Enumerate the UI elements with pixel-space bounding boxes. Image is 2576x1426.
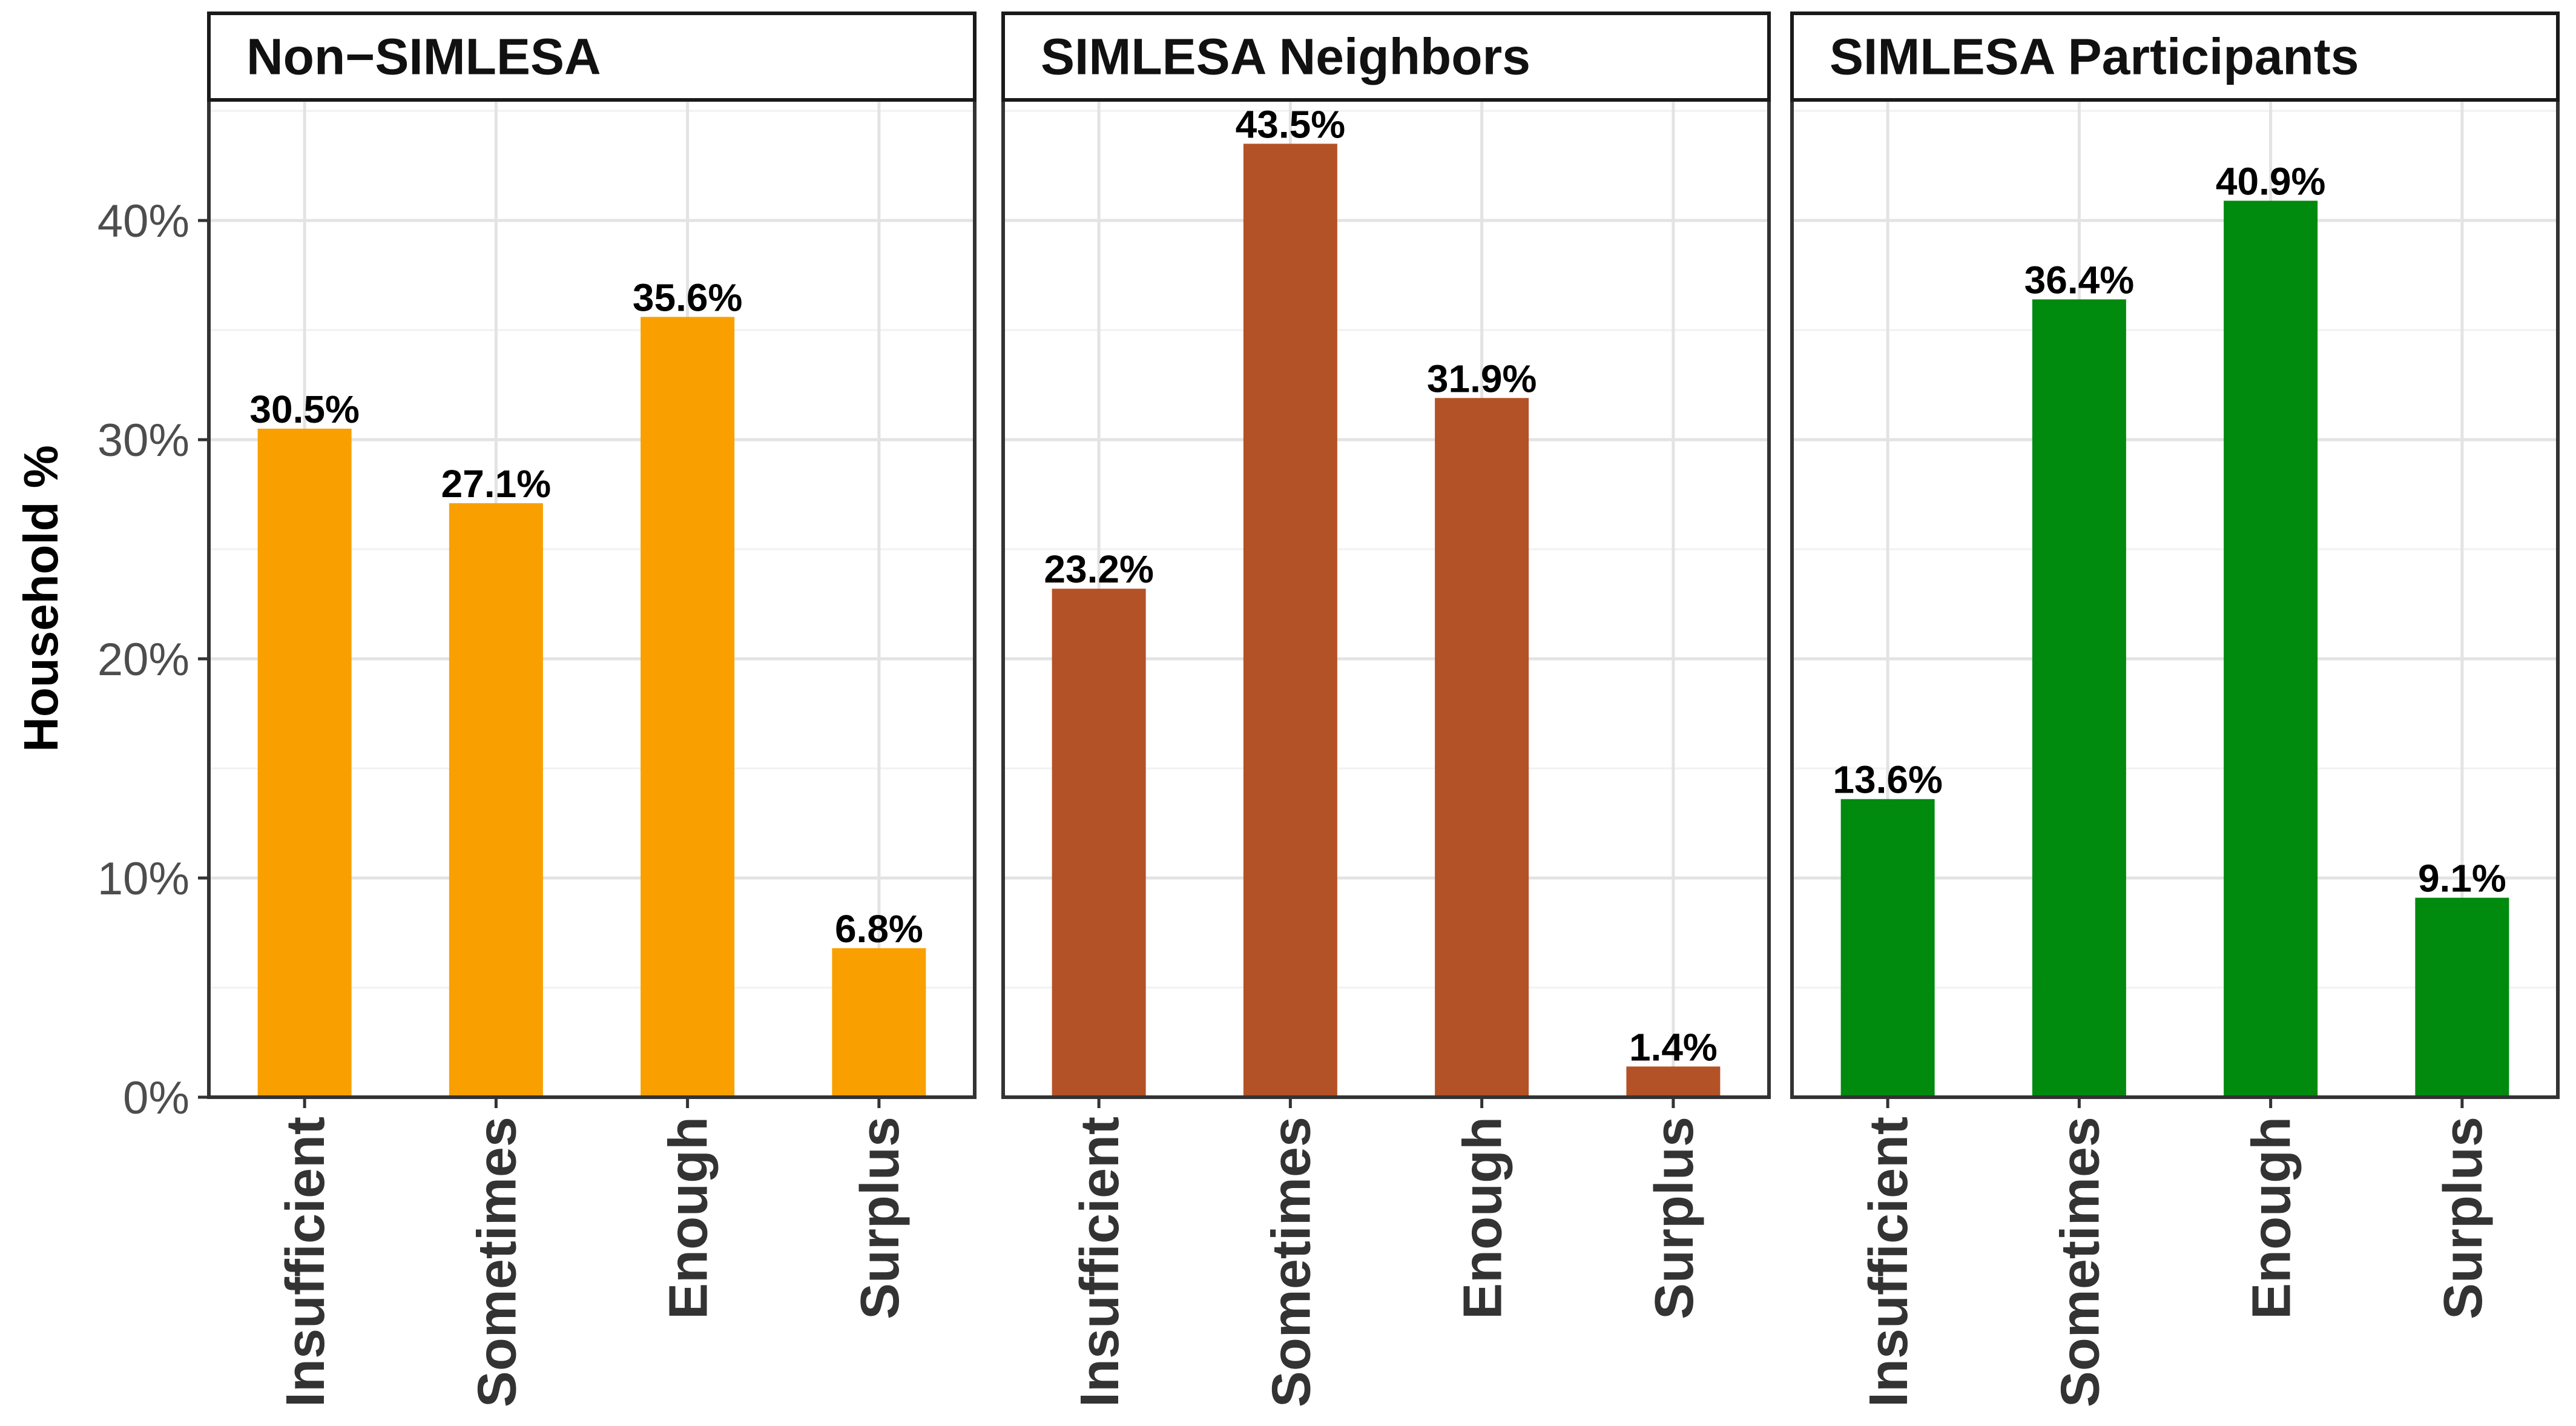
x-tick-label: Surplus (2433, 1117, 2494, 1319)
bar-simlesa-participants-insufficient (1840, 799, 1935, 1097)
y-tick-label: 40% (97, 196, 189, 247)
x-tick-label: Enough (2242, 1117, 2302, 1319)
x-tick-label: Enough (1453, 1117, 1514, 1319)
x-tick-label: Sometimes (1261, 1117, 1322, 1407)
y-tick-label: 10% (97, 853, 189, 905)
y-tick-label: 30% (97, 415, 189, 466)
x-tick-label: Insufficient (275, 1117, 336, 1407)
bar-simlesa-neighbors-insufficient (1052, 589, 1146, 1097)
data-label: 40.9% (2216, 160, 2325, 203)
x-tick-label: Sometimes (467, 1117, 527, 1407)
panel-frames (198, 12, 2560, 1108)
data-label: 23.2% (1044, 547, 1153, 591)
data-label: 35.6% (633, 276, 742, 319)
y-tick-label: 0% (123, 1072, 189, 1124)
data-label: 31.9% (1427, 357, 1537, 400)
y-tick-label: 20% (97, 634, 189, 685)
strip-box (207, 12, 977, 102)
x-tick-label: Insufficient (1859, 1117, 1919, 1407)
bar-non-simlesa-insufficient (257, 428, 352, 1097)
strip-box (1001, 12, 1771, 102)
x-tick-label: Insufficient (1070, 1117, 1130, 1407)
panel-title: Non−SIMLESA (246, 28, 601, 85)
x-tick-label: Enough (659, 1117, 719, 1319)
data-label: 43.5% (1236, 102, 1345, 146)
bars (257, 144, 2509, 1098)
bar-simlesa-participants-surplus (2415, 897, 2509, 1097)
data-label: 1.4% (1629, 1025, 1718, 1069)
data-label: 30.5% (249, 388, 359, 431)
bar-non-simlesa-sometimes (449, 503, 543, 1097)
panel-title: SIMLESA Neighbors (1041, 28, 1530, 85)
bar-simlesa-participants-sometimes (2032, 299, 2126, 1097)
strip-box (1790, 12, 2560, 102)
bar-simlesa-neighbors-enough (1435, 398, 1529, 1098)
bar-simlesa-neighbors-sometimes (1243, 144, 1337, 1097)
text-layer: 30.5% Insufficient 27.1% Sometimes 35.6% Enou… (14, 28, 2506, 1408)
data-label: 9.1% (2418, 857, 2506, 900)
data-label: 6.8% (835, 907, 923, 951)
x-tick-label: Surplus (850, 1117, 911, 1319)
bar-simlesa-participants-enough (2224, 200, 2318, 1097)
data-label: 36.4% (2024, 258, 2134, 302)
bar-simlesa-neighbors-surplus (1626, 1066, 1721, 1097)
data-label: 13.6% (1833, 758, 1942, 802)
data-label: 27.1% (441, 462, 551, 506)
bar-non-simlesa-enough (641, 317, 735, 1098)
x-tick-label: Sometimes (2050, 1117, 2110, 1407)
bar-non-simlesa-surplus (832, 948, 926, 1097)
y-axis-title: Household % (14, 445, 68, 752)
panel-title: SIMLESA Participants (1830, 28, 2359, 85)
x-tick-label: Surplus (1644, 1117, 1705, 1319)
